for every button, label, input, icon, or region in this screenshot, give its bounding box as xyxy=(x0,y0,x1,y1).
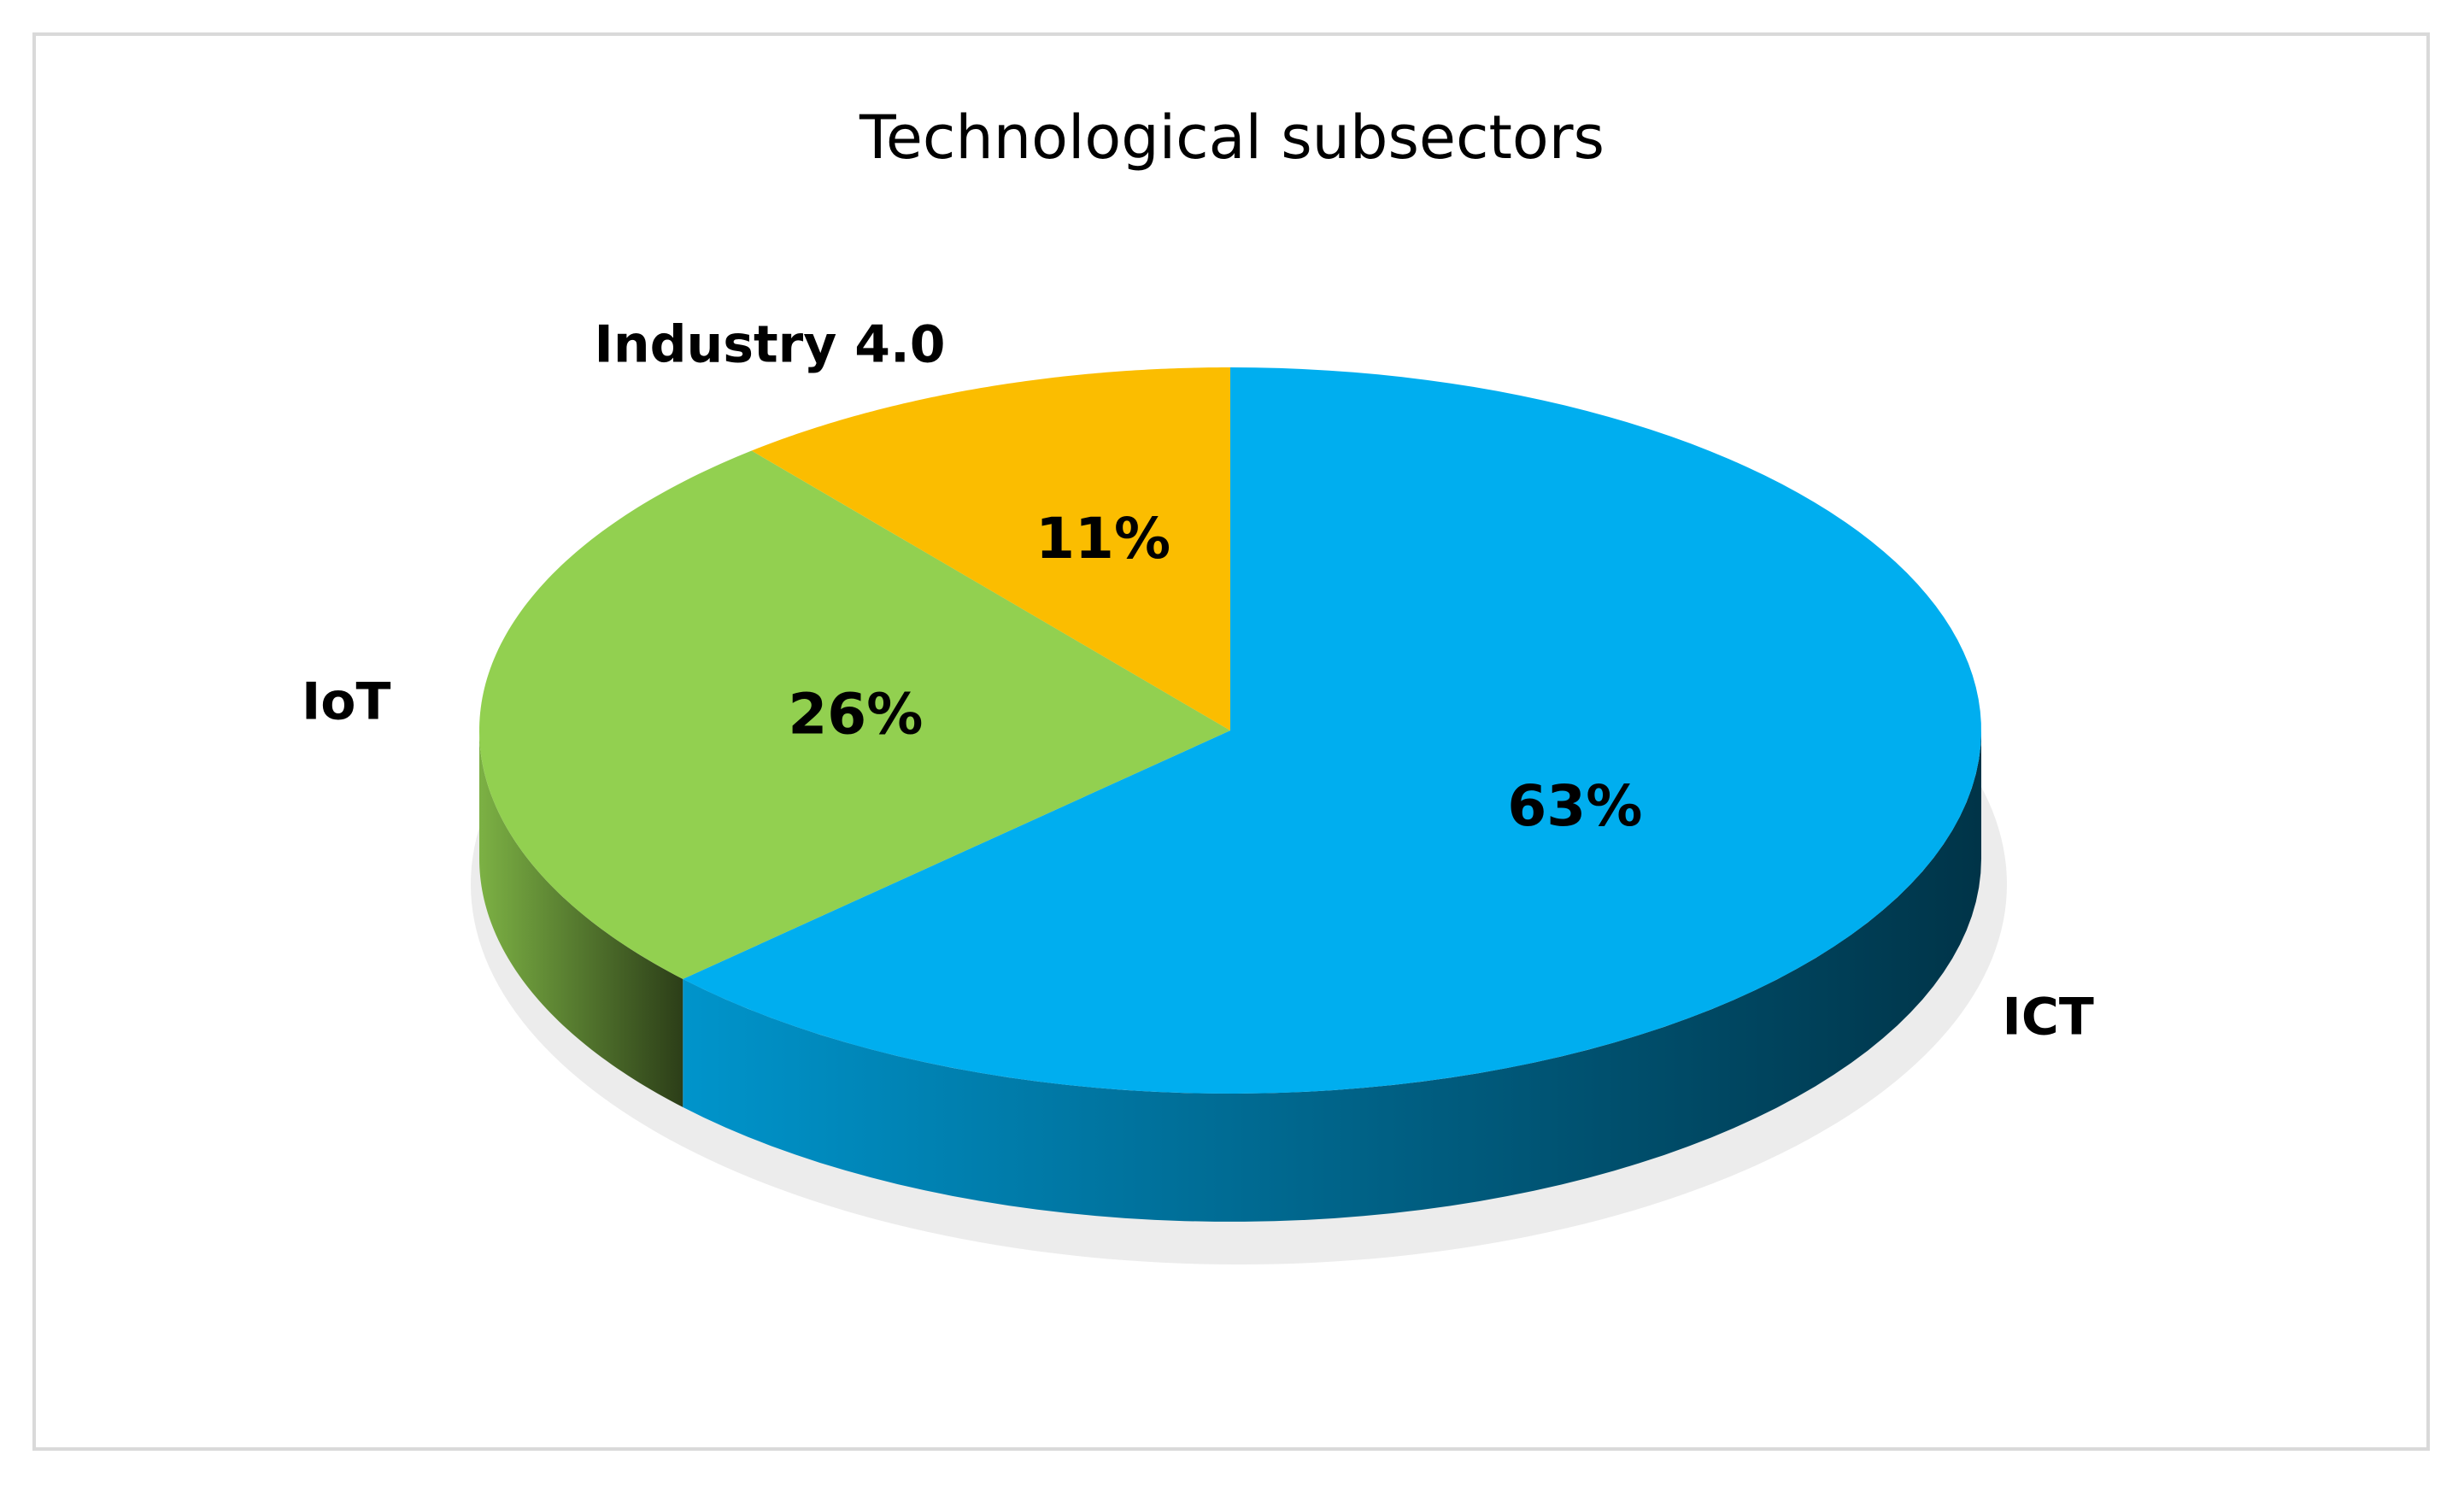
pie-slice xyxy=(751,367,1230,730)
category-label: IoT xyxy=(302,672,391,732)
slice-side xyxy=(683,730,1981,1222)
data-label: 26% xyxy=(788,681,923,747)
category-label: Industry 4.0 xyxy=(595,315,946,375)
pie-slice xyxy=(479,450,1230,979)
pie-slice xyxy=(683,367,1981,1094)
chart-title: Technological subsectors xyxy=(859,103,1605,173)
slice-side xyxy=(479,730,683,1107)
data-label: 11% xyxy=(1035,506,1170,572)
category-label: ICT xyxy=(2003,988,2094,1047)
data-label: 63% xyxy=(1507,773,1642,839)
